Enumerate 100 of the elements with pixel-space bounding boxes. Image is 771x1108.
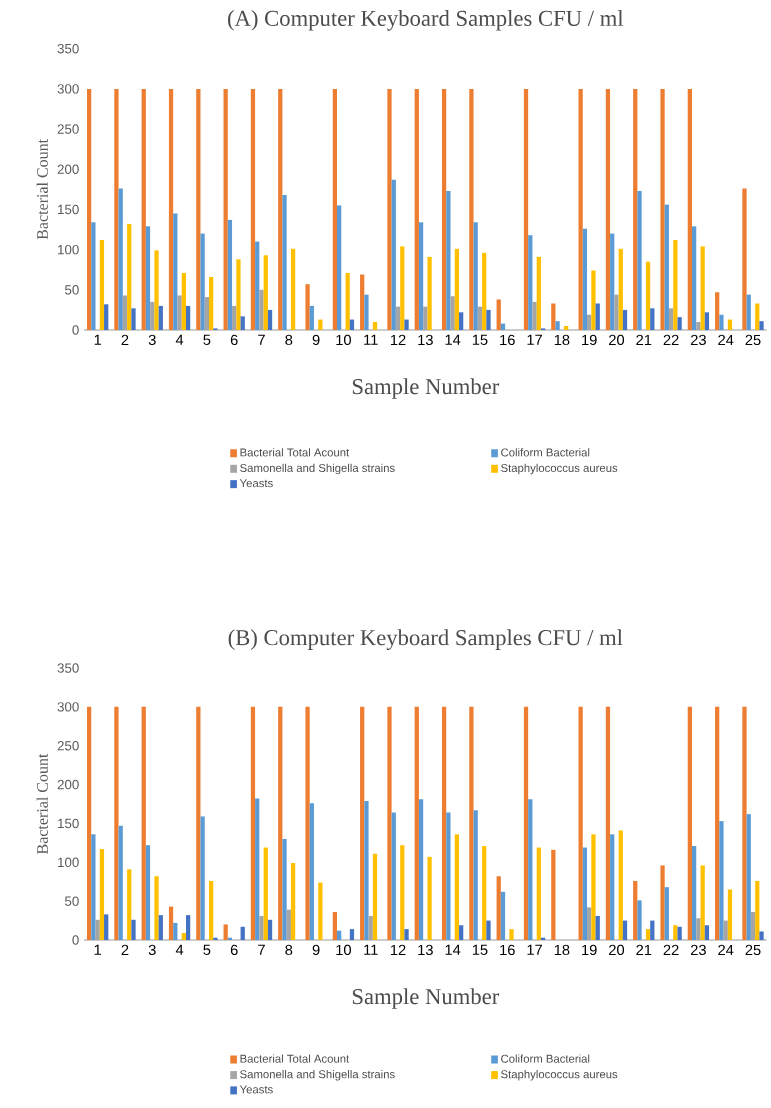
bar	[251, 706, 256, 941]
bar	[278, 88, 283, 331]
bar	[650, 920, 655, 941]
bar	[282, 194, 287, 331]
y-tick-label: 150	[58, 818, 79, 829]
x-tick-label: 2	[121, 334, 129, 345]
x-tick-label: 9	[312, 334, 320, 346]
bar	[728, 889, 733, 941]
bar	[524, 88, 529, 331]
bar	[496, 876, 502, 941]
bar	[614, 294, 619, 331]
bar	[660, 88, 665, 331]
bar	[715, 706, 720, 941]
bar	[177, 295, 182, 331]
y-axis-title: Bacterial Count	[36, 753, 49, 854]
bar	[496, 299, 502, 331]
bar	[114, 88, 119, 331]
x-tick-label: 11	[364, 334, 378, 345]
x-tick-label: 25	[745, 334, 761, 346]
bar	[332, 912, 338, 941]
x-tick-label: 17	[527, 944, 543, 955]
legend-label: Samonella and Shigella strains	[240, 1069, 395, 1081]
bar	[127, 223, 132, 331]
bar	[582, 847, 588, 941]
bar	[291, 248, 296, 331]
bar	[536, 256, 542, 331]
bar	[700, 246, 705, 331]
legend-label: Yeasts	[240, 1085, 273, 1094]
bar	[446, 812, 451, 941]
legend-label: Bacterial Total Acount	[240, 448, 350, 457]
bar	[610, 834, 615, 941]
bar	[141, 706, 147, 941]
bar	[305, 284, 310, 331]
bar	[623, 920, 628, 941]
bar	[146, 226, 151, 331]
bar	[673, 239, 678, 331]
bar	[391, 812, 397, 941]
bar	[587, 907, 592, 941]
bar	[696, 918, 701, 941]
bar	[186, 915, 191, 941]
x-tick-label: 1	[94, 334, 102, 345]
bar	[687, 88, 693, 331]
bar	[286, 909, 292, 941]
y-tick-label: 0	[72, 325, 79, 335]
bar	[664, 204, 670, 331]
bar	[473, 810, 478, 941]
x-tick-label: 3	[148, 944, 156, 956]
bar	[196, 88, 201, 331]
bar	[104, 304, 109, 331]
bar	[223, 88, 228, 331]
bar	[459, 925, 464, 941]
bar	[582, 228, 588, 331]
bar	[131, 308, 136, 331]
bar	[213, 937, 218, 941]
y-axis-title: Bacterial Count	[36, 139, 49, 240]
bar	[669, 308, 674, 331]
bar	[555, 321, 560, 331]
bar	[349, 929, 355, 941]
bar	[524, 706, 529, 941]
bar	[692, 845, 697, 941]
bar	[618, 248, 624, 331]
x-tick-label: 18	[554, 944, 570, 956]
x-tick-label: 10	[336, 334, 352, 346]
bar	[114, 706, 119, 941]
bar	[591, 834, 596, 941]
x-tick-label: 24	[718, 944, 734, 955]
bar	[173, 213, 178, 331]
bar	[719, 821, 724, 941]
bar	[169, 88, 174, 331]
bar	[251, 88, 256, 331]
bar	[442, 88, 447, 331]
bar	[318, 319, 323, 331]
bar	[759, 931, 764, 941]
bar	[677, 317, 682, 331]
x-tick-label: 16	[500, 944, 515, 956]
bar	[564, 325, 569, 331]
bar	[158, 915, 164, 941]
bar	[360, 706, 365, 941]
bar	[605, 706, 611, 941]
bar	[423, 306, 428, 331]
x-tick-label: 12	[391, 944, 406, 955]
bar	[605, 88, 611, 331]
y-tick-label: 100	[58, 857, 79, 868]
x-tick-label: 8	[285, 944, 293, 956]
x-tick-label: 20	[609, 944, 625, 956]
bar	[268, 919, 273, 941]
bar	[200, 233, 205, 331]
y-tick-label: 300	[57, 84, 79, 94]
x-tick-label: 19	[582, 334, 597, 346]
bar	[404, 929, 409, 941]
x-tick-label: 8	[285, 334, 293, 346]
bar	[209, 880, 214, 941]
bar	[414, 706, 420, 941]
bar	[700, 865, 705, 941]
bar	[595, 303, 601, 331]
bar	[723, 920, 729, 941]
y-tick-label: 200	[57, 164, 79, 174]
bar	[746, 294, 752, 331]
bar	[646, 261, 651, 331]
bar	[528, 235, 533, 331]
